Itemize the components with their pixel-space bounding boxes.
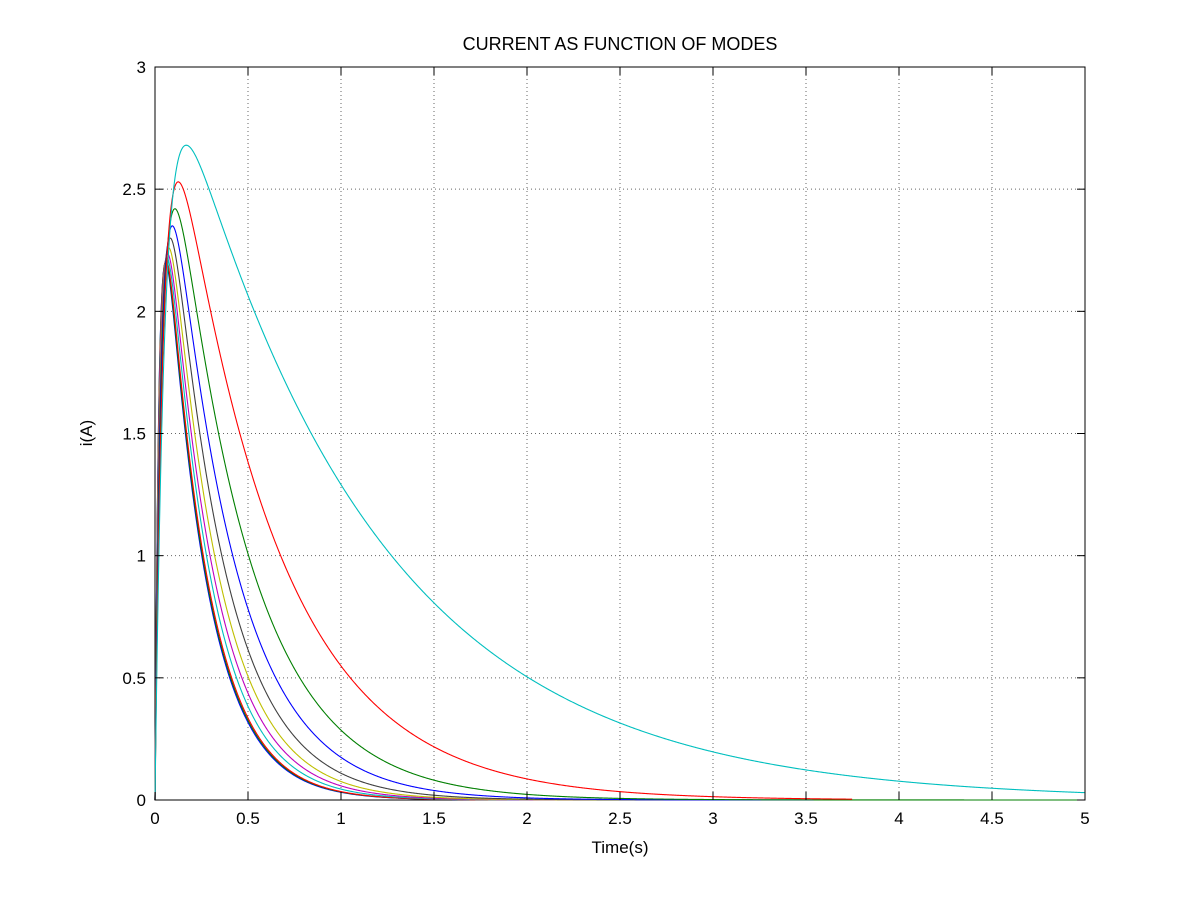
x-tick-label: 2.5: [608, 809, 632, 828]
x-tick-label: 3: [708, 809, 717, 828]
y-axis-label: i(A): [77, 420, 96, 446]
y-tick-label: 1: [137, 547, 146, 566]
x-tick-label: 1: [336, 809, 345, 828]
x-tick-label: 0: [150, 809, 159, 828]
x-tick-labels: 0 0.5 1 1.5 2 2.5 3 3.5 4 4.5 5: [150, 809, 1089, 828]
x-tick-label: 0.5: [236, 809, 260, 828]
y-tick-label: 1.5: [122, 425, 146, 444]
x-tick-label: 2: [522, 809, 531, 828]
x-tick-label: 4.5: [980, 809, 1004, 828]
x-tick-label: 4: [894, 809, 903, 828]
y-tick-label: 0.5: [122, 669, 146, 688]
y-tick-label: 2: [137, 302, 146, 321]
chart-title: CURRENT AS FUNCTION OF MODES: [463, 34, 778, 54]
x-axis-label: Time(s): [592, 838, 649, 857]
x-tick-label: 3.5: [794, 809, 818, 828]
grid-layer: [155, 67, 1085, 800]
x-tick-label: 5: [1080, 809, 1089, 828]
tick-layer: [154, 66, 1086, 801]
curve-mode-10: [154, 181, 853, 801]
y-tick-label: 0: [137, 791, 146, 810]
x-tick-label: 1.5: [422, 809, 446, 828]
y-tick-label: 3: [137, 58, 146, 77]
curve-mode-11: [154, 144, 1086, 801]
y-tick-labels: 0 0.5 1 1.5 2 2.5 3: [122, 58, 146, 810]
y-tick-label: 2.5: [122, 180, 146, 199]
